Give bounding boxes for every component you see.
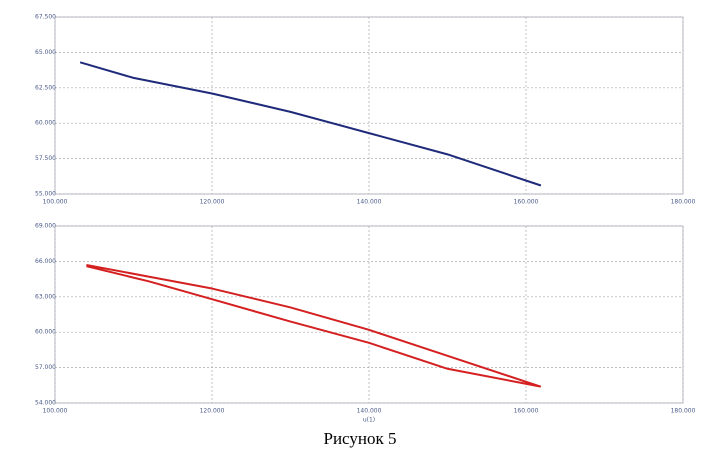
- x-tick-label: 100.000: [43, 199, 68, 206]
- y-tick-label: 60.000: [35, 120, 56, 127]
- y-tick-label: 55.000: [35, 191, 56, 198]
- y-tick-label: 66.000: [35, 258, 56, 265]
- y-tick-label: 62.500: [35, 84, 56, 91]
- y-tick-label: 57.000: [35, 364, 56, 371]
- data-line: [86, 263, 542, 388]
- y-tick-label: 67.500: [35, 14, 56, 21]
- x-tick-label: 120.000: [200, 408, 225, 415]
- x-tick-label: 180.000: [671, 199, 696, 206]
- x-tick-label: 160.000: [514, 199, 539, 206]
- x-tick-label: 180.000: [671, 408, 696, 415]
- x-tick-label: 120.000: [200, 199, 225, 206]
- data-line: [79, 61, 542, 187]
- y-tick-label: 65.000: [35, 49, 56, 56]
- x-tick-label: 140.000: [357, 408, 382, 415]
- x-axis-label: u(1): [363, 417, 375, 424]
- y-tick-label: 63.000: [35, 293, 56, 300]
- caption: Рисунок 5: [324, 429, 397, 448]
- y-tick-label: 60.000: [35, 329, 56, 336]
- x-tick-label: 160.000: [514, 408, 539, 415]
- x-tick-label: 140.000: [357, 199, 382, 206]
- y-tick-label: 57.500: [35, 155, 56, 162]
- y-tick-label: 69.000: [35, 223, 56, 230]
- x-tick-label: 100.000: [43, 408, 68, 415]
- y-tick-label: 54.000: [35, 400, 56, 407]
